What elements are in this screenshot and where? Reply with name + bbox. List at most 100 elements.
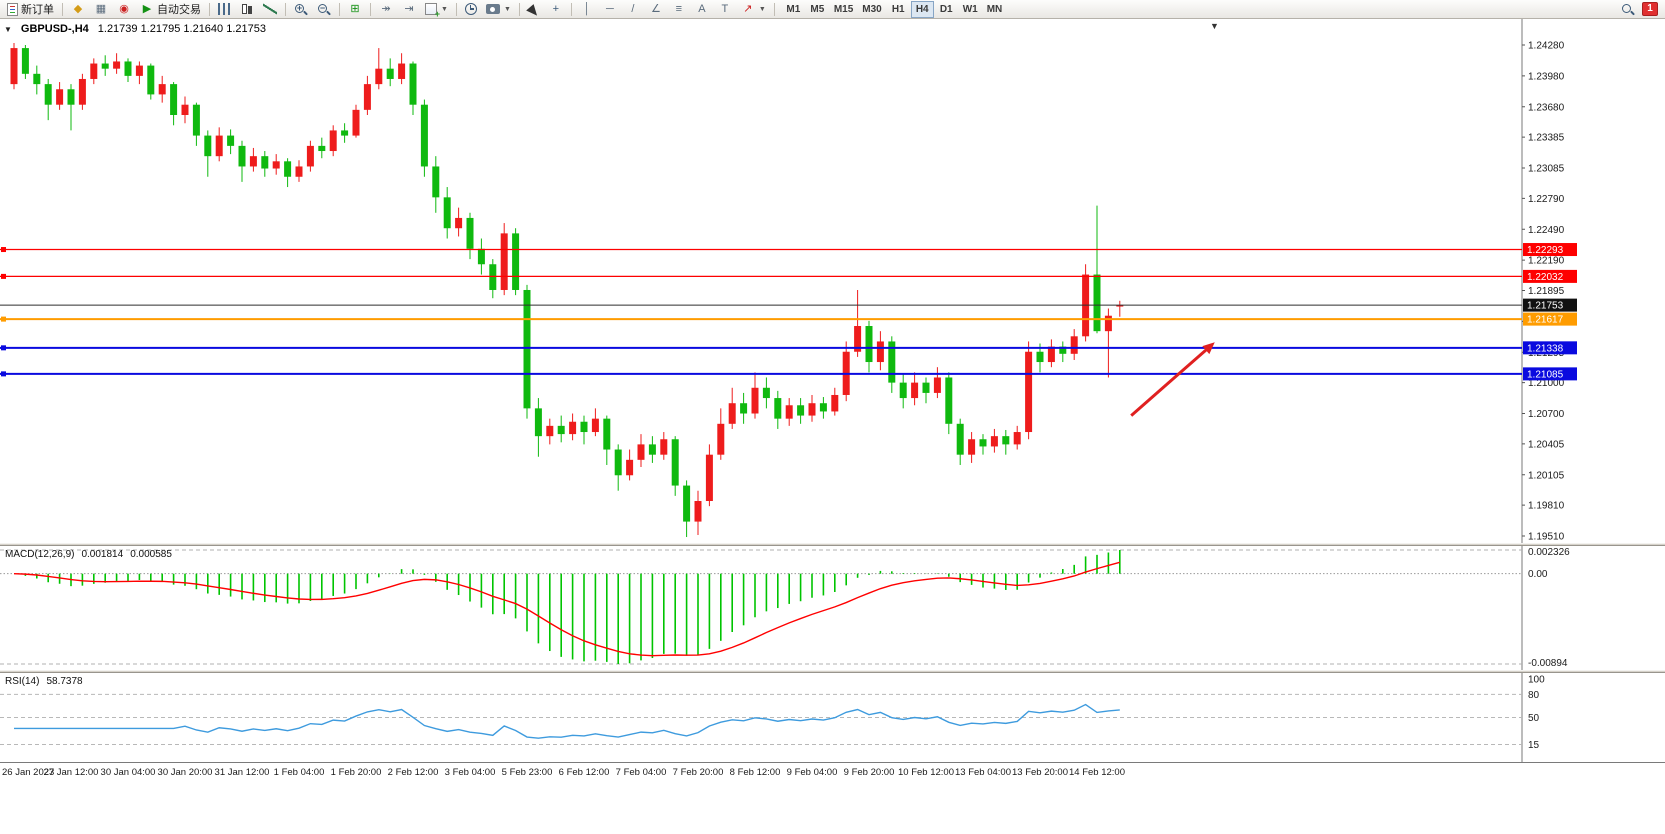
chart-title: ▼ GBPUSD-,H4 1.21739 1.21795 1.21640 1.2… (4, 23, 266, 35)
fibonacci-icon: ≡ (675, 2, 683, 15)
screenshot-button[interactable]: ▼ (482, 1, 515, 18)
candle-body (466, 217, 474, 249)
zoom-in-icon: + (294, 3, 308, 16)
time-axis-label: 3 Feb 04:00 (445, 767, 496, 778)
text-button[interactable]: A (691, 1, 713, 18)
cursor-button[interactable] (524, 1, 544, 18)
arrow-tool-icon: ↗ (743, 2, 753, 15)
timeframe-button-w1[interactable]: W1 (959, 1, 982, 18)
zoom-out-button[interactable]: − (313, 1, 335, 18)
line-chart-button[interactable] (259, 1, 281, 18)
metaeditor-button[interactable]: ◆ (67, 1, 89, 18)
rsi-label: RSI(14) 58.7378 (5, 676, 83, 687)
candle-body (284, 161, 292, 177)
price-badge (1523, 243, 1577, 257)
vertical-line-button[interactable]: │ (576, 1, 598, 18)
candle-body (56, 89, 64, 105)
rsi-axis-label: 100 (1528, 675, 1545, 686)
fibonacci-button[interactable]: ≡ (668, 1, 690, 18)
tile-windows-button[interactable]: ⊞ (344, 1, 366, 18)
toolbar-separator (285, 2, 286, 16)
main-price-chart[interactable]: 1.24280 1.23980 1.23680 1.23385 1.23085 1.227… (0, 19, 1665, 543)
zoom-in-button[interactable]: + (290, 1, 312, 18)
candle-body (181, 104, 189, 115)
line-anchor[interactable] (1, 345, 6, 351)
toolbar-separator (339, 2, 340, 16)
text-label-icon: T (721, 2, 729, 15)
price-badge (1523, 367, 1577, 381)
candle-body (489, 264, 497, 290)
rsi-value: 58.7378 (46, 676, 83, 687)
candle-body (477, 248, 485, 265)
chart-window: 1.24280 1.23980 1.23680 1.23385 1.23085 1.227… (0, 19, 1665, 834)
candlestick-chart-button[interactable] (236, 1, 258, 18)
main-toolbar: 新订单 ◆ ▦ ◉ ▶ 自动交易 + − ⊞ ↠ ⇥ ▼ (0, 0, 1665, 19)
notification-badge[interactable]: 1 (1642, 2, 1658, 16)
new-order-button[interactable]: 新订单 (3, 1, 58, 18)
text-icon: A (698, 2, 706, 15)
chart-shift-button[interactable]: ⇥ (398, 1, 420, 18)
candle-body (990, 436, 998, 447)
period-button[interactable] (461, 1, 481, 18)
candle-body (728, 403, 736, 424)
timeframe-button-m1[interactable]: M1 (782, 1, 805, 18)
macd-label: MACD(12,26,9) 0.001814 0.000585 (5, 549, 172, 560)
horizontal-line-button[interactable]: ─ (599, 1, 621, 18)
text-label-button[interactable]: T (714, 1, 736, 18)
rsi-indicator-panel[interactable]: 100 80 50 15 (0, 673, 1665, 762)
search-button[interactable] (1617, 1, 1639, 18)
one-click-trading-toggle[interactable]: ▼ (4, 24, 12, 34)
candle-body (101, 63, 109, 69)
channel-button[interactable]: ∠ (645, 1, 667, 18)
price-badge-label: 1.22293 (1527, 245, 1564, 256)
bar-chart-button[interactable] (214, 1, 235, 18)
candle-body (261, 156, 269, 169)
line-anchor[interactable] (1, 247, 6, 253)
arrows-tool-button[interactable]: ↗ ▼ (737, 1, 770, 18)
candle-body (341, 130, 349, 136)
trendline-button[interactable]: / (622, 1, 644, 18)
line-anchor[interactable] (1, 371, 6, 377)
candle-body (717, 423, 725, 455)
candle-body (705, 454, 713, 502)
candle-body (1025, 351, 1033, 433)
trend-arrow[interactable] (1130, 344, 1212, 417)
new-chart-button[interactable]: ▼ (421, 1, 452, 19)
candle-body (192, 104, 200, 136)
autotrading-icon: ▶ (142, 2, 152, 15)
macd-axis-label: -0.00894 (1528, 658, 1568, 669)
timeframe-button-mn[interactable]: MN (983, 1, 1007, 18)
candle-body (78, 78, 86, 105)
price-axis-label: 1.19510 (1528, 532, 1565, 543)
crosshair-button[interactable]: + (545, 1, 567, 18)
candle-body (409, 63, 417, 105)
timeframe-button-h1[interactable]: H1 (887, 1, 910, 18)
chart-shift-marker[interactable]: ▼ (1210, 21, 1219, 31)
panel-splitter[interactable] (0, 670, 1665, 673)
timeframe-button-m30[interactable]: M30 (858, 1, 885, 18)
macd-indicator-panel[interactable]: 0.002326 0.00 -0.00894 (0, 546, 1665, 670)
line-anchor[interactable] (1, 316, 6, 322)
candle-body (500, 233, 508, 290)
price-badge-label: 1.21753 (1527, 301, 1564, 312)
toolbar-separator (773, 2, 775, 16)
candlestick-chart-icon (240, 3, 254, 16)
candle-body (1070, 336, 1078, 354)
strategy-tester-button[interactable]: ▦ (90, 1, 112, 18)
auto-scroll-button[interactable]: ↠ (375, 1, 397, 18)
autotrading-button[interactable]: ▶ 自动交易 (136, 1, 205, 18)
community-button[interactable]: ◉ (113, 1, 135, 18)
candle-body (523, 289, 531, 409)
timeframe-button-h4[interactable]: H4 (910, 0, 934, 18)
timeframe-button-d1[interactable]: D1 (935, 1, 958, 18)
candle-body (546, 425, 554, 437)
price-badge-label: 1.21617 (1527, 315, 1564, 326)
timeframe-button-m15[interactable]: M15 (830, 1, 857, 18)
timeframe-group: M1 M5 M15 M30 H1 H4 D1 W1 MN (782, 0, 1007, 18)
candle-body (671, 439, 679, 486)
timeframe-button-m5[interactable]: M5 (806, 1, 829, 18)
panel-splitter[interactable] (0, 543, 1665, 546)
time-axis-label: 31 Jan 12:00 (215, 767, 270, 778)
line-anchor[interactable] (1, 273, 6, 279)
